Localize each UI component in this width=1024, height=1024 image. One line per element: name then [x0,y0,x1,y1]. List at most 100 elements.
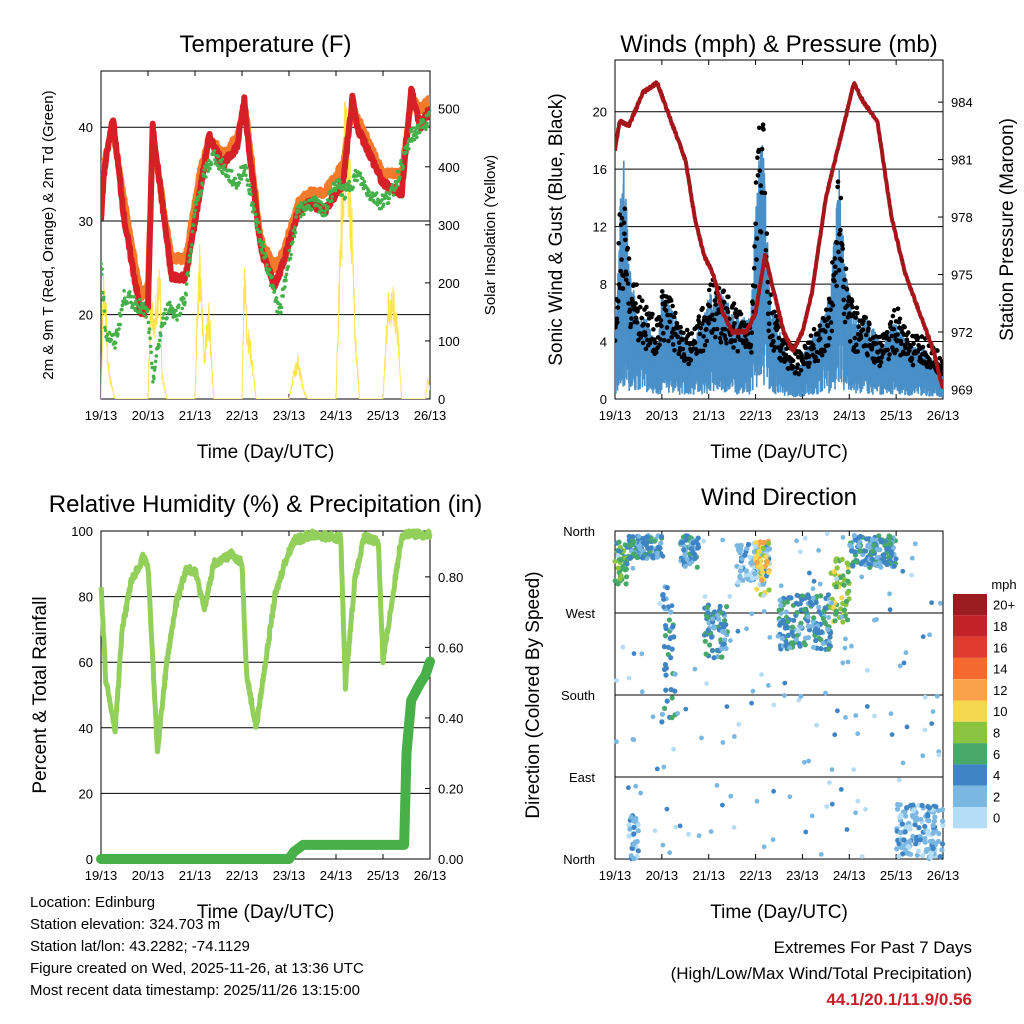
direction-point [723,622,729,628]
direction-point [668,655,674,661]
gust-point [623,277,629,283]
direction-point [638,790,644,796]
direction-point [851,533,857,539]
gust-point [906,330,911,335]
direction-point [745,541,752,548]
gust-point [909,356,915,362]
direction-point [631,551,637,557]
td-point [153,359,158,364]
td-point [178,311,183,316]
direction-point [802,635,809,641]
direction-point [654,554,661,560]
td-point [177,303,181,308]
gust-point [722,333,727,338]
direction-point [940,822,946,829]
direction-point [661,764,667,770]
y-tick-label: North [563,852,595,867]
legend-label: 4 [993,768,1000,783]
direction-point [801,607,808,613]
direction-point [840,535,846,540]
td-point [233,176,237,181]
gust-point [765,311,771,317]
direction-point [623,574,630,580]
gust-point [811,345,816,351]
direction-point [692,556,698,562]
gust-point [721,300,727,305]
direction-point [930,839,937,845]
legend-swatch [953,743,987,765]
gust-point [717,335,723,341]
gust-point [844,287,850,292]
direction-point [897,830,904,836]
x-tick-label: 22/13 [226,408,259,423]
x-tick-label: 25/13 [367,408,400,423]
direction-point [668,687,674,693]
direction-point [916,825,922,831]
direction-point [659,719,665,725]
direction-point [840,660,846,666]
y-right-tick-label: 500 [438,102,460,117]
direction-point [671,746,676,752]
td-point [152,376,156,381]
direction-point [843,636,848,642]
td-point [212,149,217,153]
gust-point [752,284,758,289]
direction-point [761,593,767,598]
gust-point [625,281,631,286]
direction-point [902,829,908,835]
td-point [101,291,105,295]
gust-point [850,304,855,310]
direction-point [672,671,678,677]
td-point [141,301,146,306]
gust-point [888,319,894,325]
gust-point [896,320,902,325]
y-right-tick-label: 978 [951,210,973,225]
gust-point [749,350,754,355]
td-point [142,312,146,316]
direction-point [930,709,936,714]
gust-point [833,270,838,276]
direction-point [933,804,939,810]
direction-point [918,816,924,822]
direction-point [787,645,793,650]
direction-point [813,599,819,606]
y-tick-label: South [561,688,595,703]
direction-point [839,556,845,563]
legend-swatch [953,615,987,637]
direction-point [666,617,673,623]
y-right-tick-label: 975 [951,268,973,283]
direction-point [759,569,766,575]
direction-point [925,813,931,819]
direction-point [743,568,749,574]
gust-point [803,345,808,351]
gust-point [754,236,760,241]
direction-point [699,735,704,741]
gust-point [622,206,628,211]
gust-point [762,190,768,196]
gust-point [834,283,839,289]
direction-point [901,837,907,843]
gust-point [764,231,770,236]
direction-point [896,853,902,860]
gust-point [765,279,771,285]
x-tick-label: 21/13 [179,408,212,423]
direction-point [809,813,815,819]
gust-point [854,342,859,348]
direction-point [887,607,893,613]
td-point [351,185,355,190]
td-point [200,183,205,187]
gust-point [817,336,823,341]
gust-point [752,244,757,249]
direction-point [758,558,764,564]
y-tick-label: 20 [79,786,93,801]
gust-point [639,315,644,321]
td-point [151,380,155,384]
direction-point [841,607,848,613]
direction-point [805,614,811,620]
gust-point [834,240,840,246]
td-point [284,278,288,283]
gust-point [823,329,828,334]
direction-point [936,752,942,758]
direction-point [802,642,808,648]
gust-point [775,318,780,323]
